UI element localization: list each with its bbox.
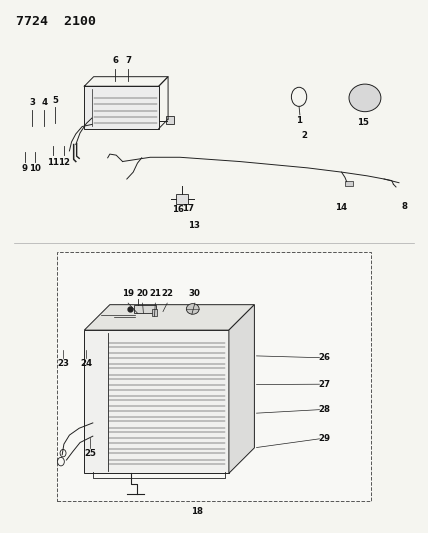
- Text: 14: 14: [336, 203, 348, 212]
- Text: 30: 30: [189, 289, 201, 298]
- Text: 26: 26: [318, 353, 330, 362]
- Text: 8: 8: [401, 202, 407, 211]
- Polygon shape: [229, 305, 254, 473]
- Text: 16: 16: [172, 205, 184, 214]
- Text: 18: 18: [191, 507, 203, 516]
- Text: 15: 15: [357, 118, 369, 127]
- Text: 20: 20: [137, 289, 149, 298]
- Text: 2: 2: [301, 131, 307, 140]
- Text: 7: 7: [125, 56, 131, 65]
- Text: 13: 13: [187, 221, 199, 230]
- Text: 7724  2100: 7724 2100: [16, 14, 96, 28]
- Text: 11: 11: [47, 158, 59, 167]
- Text: 9: 9: [22, 164, 28, 173]
- Text: 6: 6: [112, 56, 119, 65]
- Text: 19: 19: [122, 289, 134, 298]
- Text: 12: 12: [58, 158, 70, 167]
- Text: 28: 28: [318, 405, 330, 414]
- Bar: [134, 305, 156, 313]
- Text: 29: 29: [318, 434, 330, 443]
- Text: 27: 27: [318, 379, 330, 389]
- Text: 21: 21: [149, 289, 161, 298]
- Bar: [56, 252, 372, 501]
- Text: 4: 4: [41, 99, 48, 108]
- Bar: [84, 330, 229, 473]
- Text: 5: 5: [53, 96, 58, 105]
- Bar: [152, 309, 157, 317]
- Bar: [176, 195, 188, 204]
- Bar: [166, 116, 174, 124]
- Text: 1: 1: [296, 116, 302, 125]
- Ellipse shape: [186, 304, 199, 314]
- Bar: [84, 86, 159, 128]
- Text: 23: 23: [57, 359, 69, 367]
- Polygon shape: [84, 305, 254, 330]
- Text: 17: 17: [181, 204, 194, 213]
- Bar: [345, 181, 353, 186]
- Text: 22: 22: [161, 289, 173, 298]
- Text: 10: 10: [30, 164, 42, 173]
- Text: 25: 25: [84, 449, 96, 458]
- Ellipse shape: [349, 84, 381, 112]
- Text: 24: 24: [80, 359, 92, 367]
- Text: 3: 3: [30, 99, 36, 108]
